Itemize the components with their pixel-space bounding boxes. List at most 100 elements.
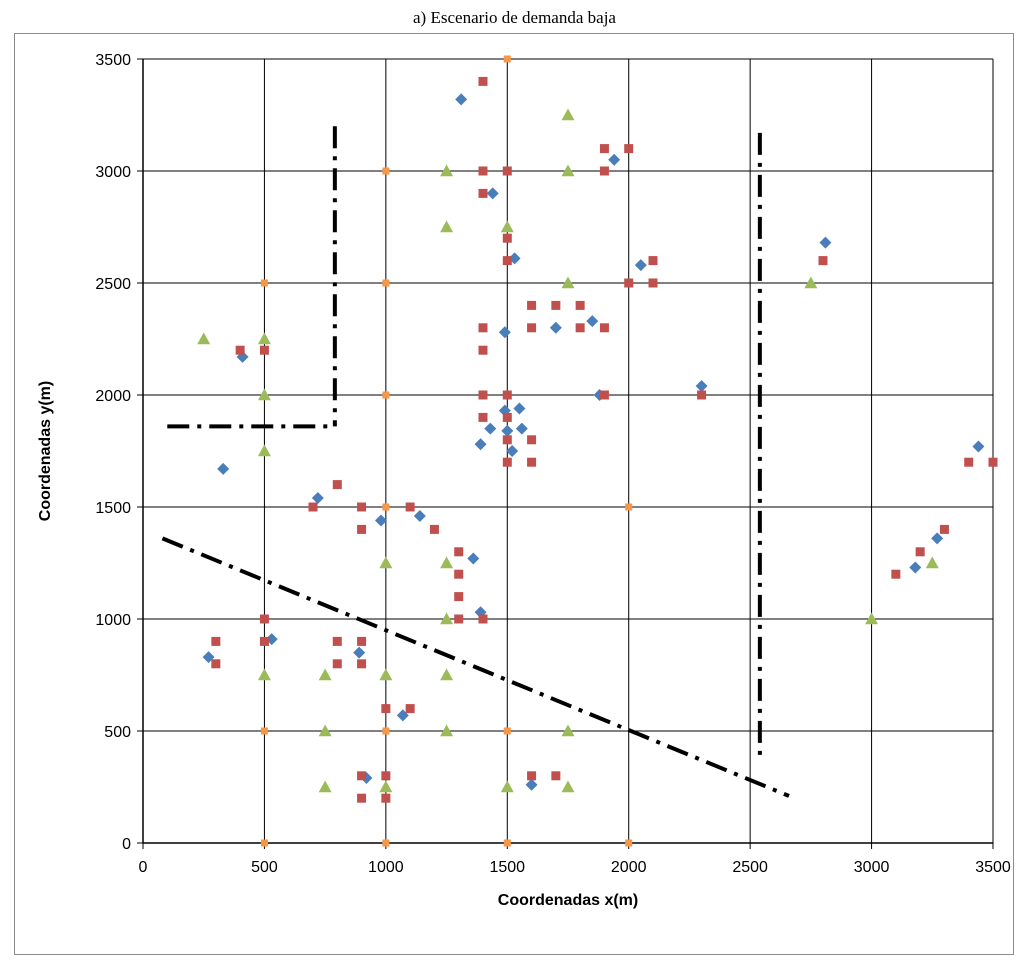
data-point-small-square	[503, 839, 511, 847]
data-point-square	[502, 390, 512, 400]
data-point-square	[429, 524, 439, 534]
data-point-square	[527, 435, 537, 445]
data-point-square	[478, 614, 488, 624]
data-point-diamond	[608, 153, 621, 166]
data-point-square	[527, 457, 537, 467]
y-tick-label: 1500	[95, 500, 131, 517]
data-point-square	[357, 524, 367, 534]
data-point-square	[381, 793, 391, 803]
data-point-square	[454, 592, 464, 602]
data-point-square	[575, 300, 585, 310]
data-point-triangle	[561, 108, 575, 121]
data-point-diamond	[484, 422, 497, 435]
data-point-square	[478, 188, 488, 198]
data-point-diamond	[506, 445, 519, 457]
data-point-triangle	[257, 668, 271, 681]
data-point-triangle	[500, 220, 514, 233]
data-point-small-square	[503, 55, 511, 63]
data-points	[197, 55, 998, 847]
data-point-square	[478, 390, 488, 400]
y-axis-title: Coordenadas y(m)	[37, 381, 54, 521]
data-point-diamond	[498, 326, 511, 339]
data-point-triangle	[440, 724, 454, 737]
data-point-triangle	[318, 724, 332, 737]
tick-labels: 0 500 1000 1500 2000 2500 3000 3500 0 500 1000 1500…	[95, 52, 1010, 876]
x-tick-label: 3500	[975, 859, 1011, 876]
y-tick-label: 2000	[95, 388, 131, 405]
data-point-square	[988, 457, 998, 467]
data-point-square	[599, 144, 609, 154]
data-point-diamond	[972, 440, 985, 453]
data-point-triangle	[257, 388, 271, 401]
data-point-square	[454, 614, 464, 624]
x-tick-label: 2000	[611, 859, 647, 876]
data-point-diamond	[501, 424, 514, 437]
chart-title: a) Escenario de demanda baja	[413, 8, 616, 27]
data-point-square	[357, 771, 367, 781]
boundary-lines	[161, 126, 790, 798]
data-point-small-square	[382, 503, 390, 511]
data-point-square	[599, 166, 609, 176]
data-point-square	[575, 323, 585, 333]
data-point-square	[478, 323, 488, 333]
data-point-triangle	[561, 164, 575, 177]
data-point-diamond	[909, 561, 922, 574]
x-tick-label: 1500	[489, 859, 525, 876]
y-tick-label: 3500	[95, 52, 131, 69]
data-point-square	[599, 390, 609, 400]
data-point-triangle	[379, 556, 393, 569]
data-point-square	[454, 569, 464, 579]
data-point-square	[551, 300, 561, 310]
dash-dot-boundary-line	[161, 536, 790, 798]
data-point-triangle	[925, 556, 939, 569]
data-point-square	[648, 278, 658, 288]
data-point-triangle	[865, 612, 879, 625]
data-point-triangle	[500, 780, 514, 793]
x-tick-label: 3000	[854, 859, 890, 876]
data-point-square	[502, 435, 512, 445]
data-point-square	[502, 233, 512, 243]
data-point-square	[357, 502, 367, 512]
data-point-square	[939, 524, 949, 534]
data-point-square	[527, 323, 537, 333]
data-point-diamond	[353, 646, 366, 659]
y-tick-label: 500	[104, 724, 131, 741]
data-point-triangle	[379, 668, 393, 681]
data-point-square	[599, 323, 609, 333]
data-point-square	[381, 704, 391, 714]
data-point-square	[478, 345, 488, 355]
data-point-diamond	[695, 380, 708, 393]
y-tick-label: 3000	[95, 164, 131, 181]
data-point-square	[891, 569, 901, 579]
data-point-triangle	[318, 668, 332, 681]
data-point-square	[502, 412, 512, 422]
data-point-square	[454, 547, 464, 557]
data-point-square	[551, 771, 561, 781]
data-point-square	[648, 256, 658, 266]
data-point-triangle	[197, 332, 211, 345]
data-point-square	[211, 636, 221, 646]
data-point-triangle	[440, 668, 454, 681]
data-point-square	[405, 502, 415, 512]
x-tick-label: 0	[139, 859, 148, 876]
data-point-small-square	[260, 839, 268, 847]
data-point-square	[332, 659, 342, 669]
data-point-square	[818, 256, 828, 266]
data-point-diamond	[931, 532, 944, 545]
data-point-diamond	[467, 552, 480, 565]
data-point-diamond	[375, 514, 387, 527]
data-point-diamond	[455, 93, 468, 106]
data-point-small-square	[382, 167, 390, 175]
data-point-square	[259, 614, 269, 624]
data-point-diamond	[474, 438, 487, 451]
data-point-triangle	[440, 612, 454, 625]
data-point-triangle	[804, 276, 818, 289]
data-point-small-square	[382, 839, 390, 847]
data-point-triangle	[257, 444, 271, 457]
data-point-small-square	[625, 839, 633, 847]
data-point-square	[211, 659, 221, 669]
y-tick-label: 0	[122, 836, 131, 853]
data-point-square	[259, 636, 269, 646]
data-point-diamond	[525, 778, 538, 791]
